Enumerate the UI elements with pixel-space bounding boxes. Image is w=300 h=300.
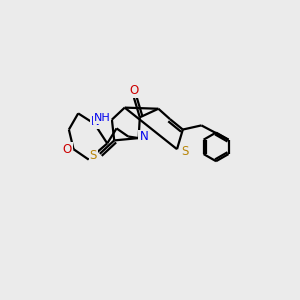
Text: NH: NH [94, 113, 110, 124]
Text: S: S [181, 145, 188, 158]
Text: S: S [90, 149, 97, 162]
Text: O: O [129, 85, 139, 98]
Text: O: O [63, 143, 72, 156]
Text: N: N [140, 130, 148, 143]
Text: N: N [91, 116, 100, 128]
